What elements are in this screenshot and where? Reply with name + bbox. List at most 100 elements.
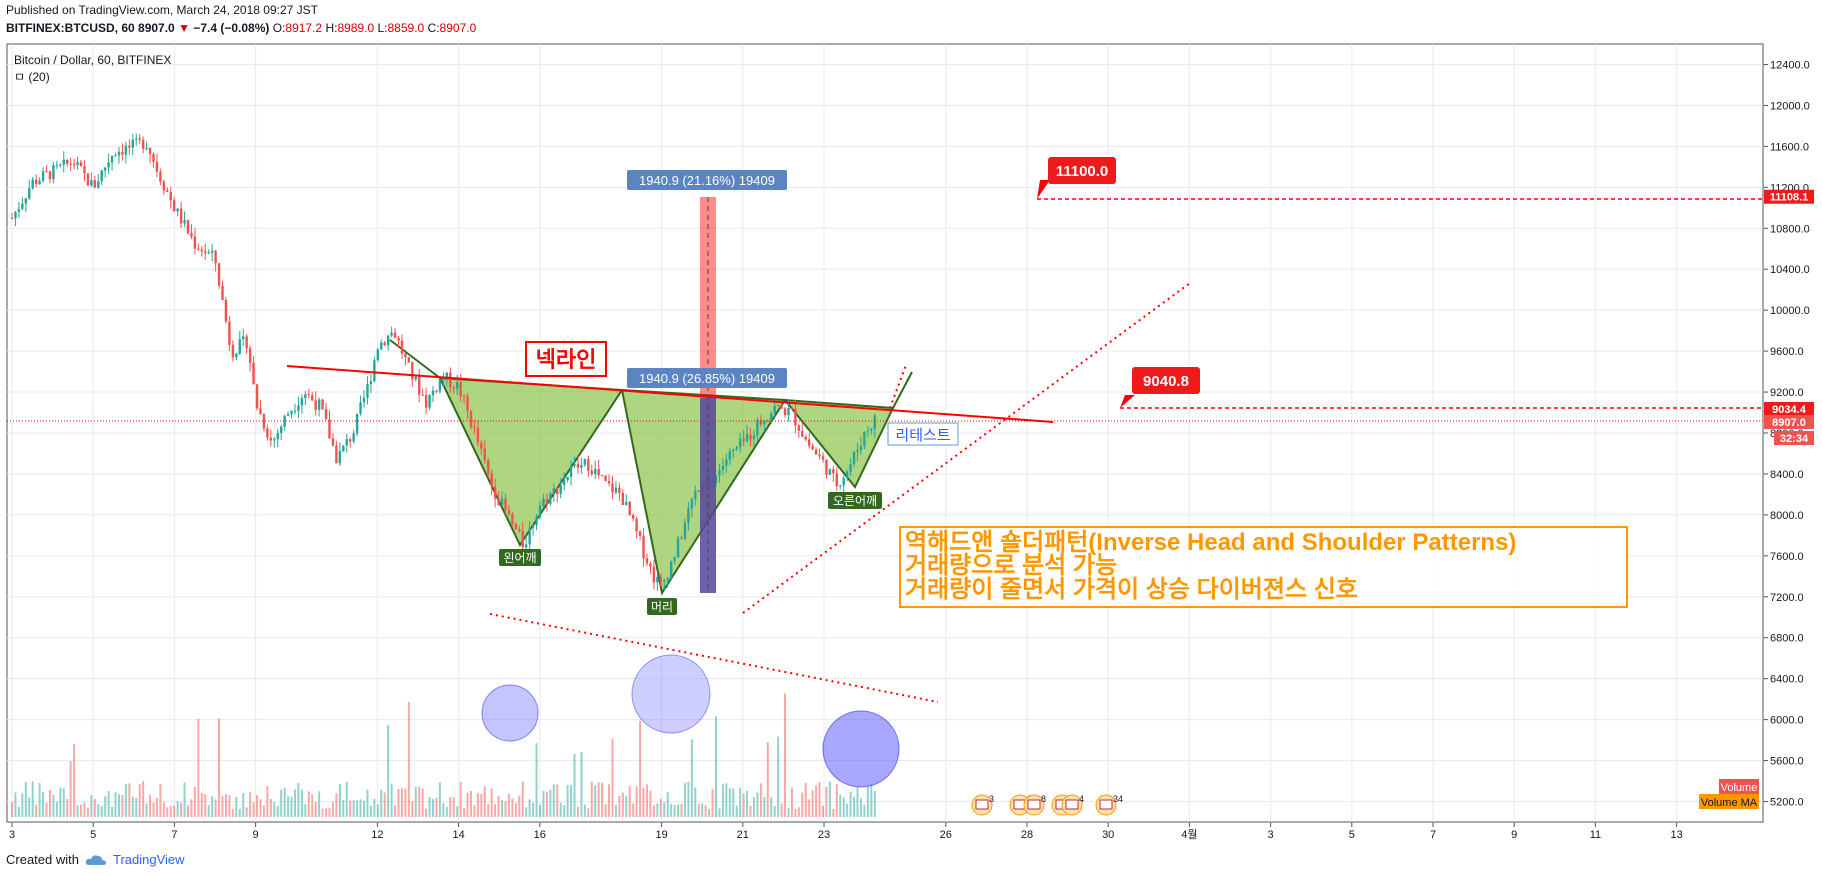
candle-body bbox=[34, 179, 38, 185]
candle-body bbox=[117, 151, 121, 156]
volume-bar bbox=[359, 799, 362, 817]
y-tick-label: 5200.0 bbox=[1770, 797, 1804, 809]
candle-body bbox=[304, 394, 307, 398]
volume-bar bbox=[152, 802, 155, 817]
volume-bar bbox=[663, 802, 666, 817]
volume-bar bbox=[842, 797, 845, 817]
volume-bar bbox=[321, 808, 324, 817]
volume-bar bbox=[138, 784, 141, 817]
x-tick-label: 9 bbox=[253, 829, 259, 841]
last-price: 8907.0 bbox=[138, 21, 175, 35]
tradingview-brand[interactable]: TradingView bbox=[112, 852, 185, 867]
candle-body bbox=[97, 181, 100, 188]
volume-bar bbox=[739, 788, 742, 817]
volume-bar bbox=[259, 799, 262, 817]
candle-body bbox=[583, 459, 587, 465]
candle-body bbox=[273, 439, 276, 441]
volume-bar bbox=[873, 790, 876, 817]
volume-bar bbox=[369, 805, 372, 817]
volume-bar bbox=[469, 791, 472, 817]
candle-body bbox=[814, 449, 818, 455]
countdown-label: 32:34 bbox=[1780, 433, 1809, 445]
volume-bar bbox=[66, 798, 69, 817]
volume-bar bbox=[48, 789, 51, 817]
volume-bar bbox=[587, 808, 590, 817]
candle-body bbox=[107, 162, 110, 168]
neckline-label: 넥라인 bbox=[536, 347, 597, 372]
volume-bar bbox=[818, 782, 821, 817]
candle-body bbox=[435, 390, 438, 392]
y-tick-label: 12000.0 bbox=[1770, 100, 1810, 112]
candle-body bbox=[52, 165, 55, 180]
candle-body bbox=[66, 159, 69, 164]
candle-body bbox=[490, 473, 493, 487]
volume-bar bbox=[228, 795, 231, 817]
volume-bar bbox=[690, 739, 693, 817]
candle-body bbox=[131, 139, 134, 148]
price-tag bbox=[1764, 402, 1814, 417]
candle-body bbox=[721, 465, 725, 471]
volume-bar bbox=[183, 782, 186, 817]
candle-body bbox=[645, 558, 649, 564]
candle-body bbox=[611, 483, 614, 493]
price-axis[interactable]: 5200.0 5600.0 6000.0 6400.0 6800.0 7200.0 7600… bbox=[1763, 59, 1810, 809]
candle-body bbox=[141, 139, 145, 149]
candle-body bbox=[811, 445, 814, 450]
volume-bar bbox=[853, 796, 856, 817]
time-axis[interactable]: 3 5 7 9 12 14 16 19 21 23 26 28 30 4월 3 5 7 9 11 13 bbox=[9, 822, 1683, 841]
volume-bar bbox=[483, 785, 486, 817]
event-markers[interactable]: 3285434 bbox=[971, 794, 1123, 816]
volume-bar bbox=[328, 808, 331, 817]
volume-bar bbox=[366, 789, 369, 817]
candle-body bbox=[414, 376, 417, 380]
volume-bar bbox=[335, 793, 338, 817]
volume-bar bbox=[314, 802, 317, 817]
volume-bar bbox=[356, 800, 359, 817]
y-tick-label: 12400.0 bbox=[1770, 59, 1810, 71]
candle-body bbox=[252, 362, 255, 385]
x-tick-label: 7 bbox=[1430, 829, 1436, 841]
volume-circle-right bbox=[822, 710, 900, 788]
volume-bar bbox=[252, 802, 255, 817]
volume-bar bbox=[835, 784, 838, 817]
y-tick-label: 9200.0 bbox=[1770, 387, 1804, 399]
left-shoulder-tag bbox=[499, 549, 541, 566]
volume-bar bbox=[438, 782, 441, 817]
target-callout-text: 11100.0 bbox=[1056, 163, 1109, 180]
candle-body bbox=[476, 427, 480, 443]
candle-body bbox=[566, 476, 569, 481]
candle-body bbox=[193, 236, 197, 249]
volume-bar bbox=[866, 786, 869, 817]
countdown-tag bbox=[1774, 431, 1814, 446]
volume-bar bbox=[711, 789, 714, 817]
candle-body bbox=[604, 475, 607, 482]
candle-body bbox=[669, 561, 673, 579]
head-text: 머리 bbox=[651, 600, 673, 614]
volume-bar bbox=[725, 783, 728, 817]
candle-body bbox=[687, 508, 690, 523]
volume-bar bbox=[601, 782, 604, 817]
volume-bar bbox=[639, 720, 642, 817]
target-callout bbox=[1048, 157, 1116, 184]
candle-body bbox=[756, 420, 759, 436]
candle-body bbox=[493, 486, 497, 499]
candle-body bbox=[766, 420, 769, 422]
candle-body bbox=[776, 405, 780, 407]
y-tick-label: 8000.0 bbox=[1770, 510, 1804, 522]
volume-bar bbox=[649, 790, 652, 817]
candle-body bbox=[269, 437, 273, 441]
volume-bar bbox=[566, 784, 569, 817]
volume-bar bbox=[539, 804, 542, 817]
volume-bar bbox=[794, 808, 797, 817]
candle-body bbox=[45, 171, 48, 173]
volume-bar bbox=[187, 805, 190, 817]
candle-body bbox=[276, 433, 279, 440]
candle-body bbox=[649, 563, 652, 567]
volume-bar bbox=[549, 789, 552, 817]
volume-bar bbox=[290, 796, 293, 817]
volume-bar bbox=[466, 793, 469, 817]
candle-body bbox=[345, 439, 348, 446]
volume-bar bbox=[349, 800, 352, 817]
retest-label: 리테스트 bbox=[895, 427, 950, 444]
